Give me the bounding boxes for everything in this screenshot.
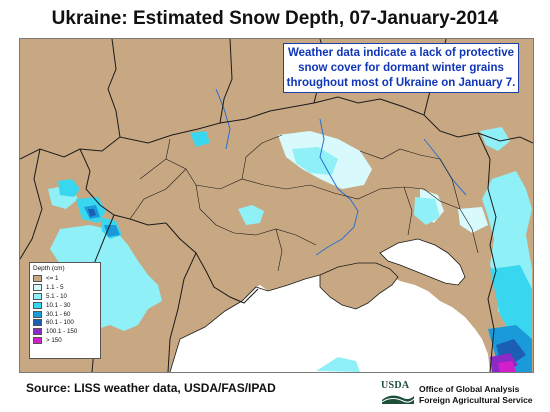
legend-label: 30.1 - 60 <box>46 310 71 318</box>
legend-swatch <box>33 274 42 282</box>
callout-line-2: snow cover for dormant winter grains <box>298 62 504 74</box>
snow-depth-map <box>19 38 534 373</box>
map-canvas <box>20 39 533 372</box>
legend-swatch <box>33 283 42 291</box>
legend-item: 30.1 - 60 <box>33 310 97 319</box>
callout-line-3: throughout most of Ukraine on January 7. <box>286 77 516 89</box>
usda-fas-logo: USDA Office of Global Analysis Foreign A… <box>381 380 541 410</box>
coastline <box>169 238 466 372</box>
legend-swatch <box>33 301 42 309</box>
crimea-peninsula <box>320 263 398 309</box>
legend-swatch <box>33 292 42 300</box>
legend-item: 60.1 - 100 <box>33 318 97 327</box>
legend-title: Depth (cm) <box>33 265 65 272</box>
legend-item: 5.1 - 10 <box>33 292 97 301</box>
legend-label: 10.1 - 30 <box>46 301 71 309</box>
legend-swatch <box>33 328 42 336</box>
logo-office-name: Office of Global Analysis <box>419 384 520 394</box>
snow-over-150 <box>498 361 516 372</box>
legend-item: 1.1 - 5 <box>33 283 97 292</box>
info-callout: Weather data indicate a lack of protecti… <box>283 43 519 93</box>
usda-wordmark: USDA <box>381 380 410 391</box>
legend-item: > 150 <box>33 336 97 345</box>
legend-label: 60.1 - 100 <box>46 319 74 327</box>
legend-item: 10.1 - 30 <box>33 301 97 310</box>
legend-label: <= 1 <box>46 274 59 282</box>
legend-swatch <box>33 319 42 327</box>
legend-label: 5.1 - 10 <box>46 292 67 300</box>
legend-swatch <box>33 337 42 345</box>
source-caption: Source: LISS weather data, USDA/FAS/IPAD <box>26 381 276 395</box>
map-legend: Depth (cm) <= 1 1.1 - 5 5.1 - 10 10.1 - … <box>29 262 101 359</box>
legend-swatch <box>33 310 42 318</box>
callout-line-1: Weather data indicate a lack of protecti… <box>287 47 515 59</box>
usda-logo-icon <box>381 395 415 404</box>
legend-item: 100.1 - 150 <box>33 327 97 336</box>
legend-label: 1.1 - 5 <box>46 283 64 291</box>
logo-agency-name: Foreign Agricultural Service <box>419 395 533 405</box>
legend-label: 100.1 - 150 <box>46 328 78 336</box>
legend-item: <= 1 <box>33 274 97 283</box>
map-title: Ukraine: Estimated Snow Depth, 07-Januar… <box>51 8 499 29</box>
legend-label: > 150 <box>46 337 62 345</box>
